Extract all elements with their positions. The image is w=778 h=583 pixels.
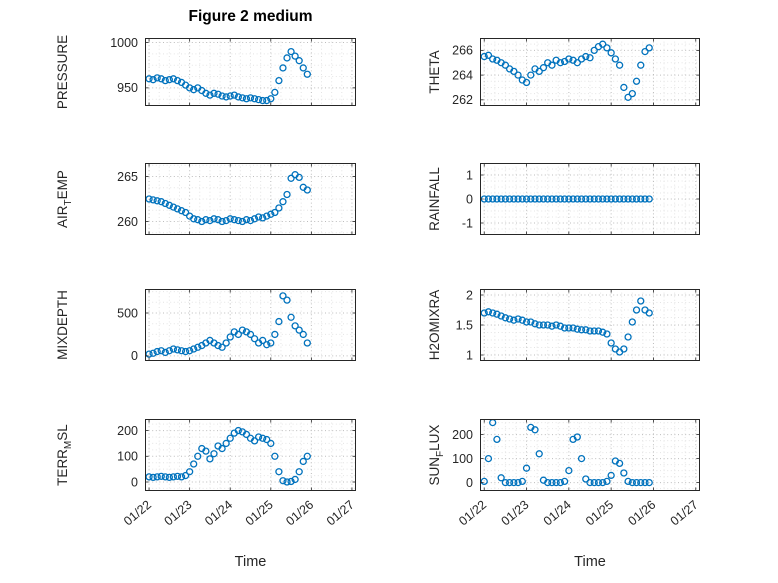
ylabel-terr-msl-post: SL [55,424,70,441]
plot-pressure: 950 1000 [110,36,356,106]
svg-text:260: 260 [117,215,138,229]
plot-air-temp: 260 265 [117,163,356,235]
ylabel-pressure-pre: PRESSURE [55,34,70,110]
ylabel-sun-flux-pre: SUN [427,456,442,486]
svg-text:01/27: 01/27 [668,498,701,529]
svg-text:266: 266 [452,44,473,58]
ylabel-air-temp-sub: T [63,199,74,206]
ylabel-sun-flux-post: LUX [427,424,442,451]
svg-text:01/23: 01/23 [499,498,532,529]
figure-title: Figure 2 medium [188,8,313,25]
svg-text:200: 200 [452,428,473,442]
svg-text:500: 500 [117,306,138,320]
svg-text:1000: 1000 [110,36,138,50]
ylabel-air-temp-post: EMP [55,170,70,200]
ylabel-sun-flux-sub: F [435,450,446,457]
ylabel-terr-msl-pre: TERR [55,449,70,486]
ylabel-terr-msl: TERRMSL [55,370,74,540]
svg-text:01/25: 01/25 [243,498,276,529]
svg-text:01/22: 01/22 [121,498,154,529]
ylabel-sun-flux: SUNFLUX [427,370,446,540]
svg-text:01/26: 01/26 [283,498,316,529]
svg-text:0: 0 [131,475,138,489]
svg-text:01/23: 01/23 [162,498,195,529]
ylabel-rainfall-pre: RAINFALL [427,167,442,231]
svg-text:0: 0 [466,476,473,490]
ylabel-h2omixra-pre: H2OMIXRA [427,289,442,361]
svg-text:2: 2 [466,288,473,302]
ylabel-mixdepth-pre: MIXDEPTH [55,290,70,360]
svg-text:100: 100 [452,452,473,466]
svg-text:01/22: 01/22 [456,498,489,529]
svg-text:265: 265 [117,170,138,184]
svg-text:01/24: 01/24 [541,498,574,529]
svg-text:01/24: 01/24 [202,498,235,529]
ylabel-theta-pre: THETA [427,50,442,94]
xlabel-time-left: Time [234,554,267,570]
svg-text:1: 1 [466,168,473,182]
plot-theta: 262 264 266 [452,38,700,107]
svg-text:950: 950 [117,81,138,95]
svg-text:01/27: 01/27 [324,498,357,529]
plot-rainfall: -1 0 1 [462,163,700,235]
plot-sun-flux: 0 100 200 01/22 01/23 01/24 01/25 01/26 01/27 [452,418,701,528]
xlabel-time-right: Time [574,554,606,570]
plot-terr-msl: 0 100 200 01/22 01/23 01/24 01/25 01/26 01/27 [117,419,357,528]
svg-text:-1: -1 [462,216,473,230]
svg-text:262: 262 [452,93,473,107]
svg-text:01/26: 01/26 [625,498,658,529]
ylabel-terr-msl-sub: M [63,440,74,450]
svg-text:100: 100 [117,450,138,464]
svg-text:264: 264 [452,68,473,82]
svg-text:200: 200 [117,424,138,438]
ylabel-air-temp-pre: AIR [55,205,70,228]
plot-mixdepth: 0 500 [117,289,356,363]
plot-h2omixra: 1 1.5 2 [456,288,700,362]
svg-text:0: 0 [466,192,473,206]
svg-text:1: 1 [466,348,473,362]
svg-text:01/25: 01/25 [583,498,616,529]
svg-text:1.5: 1.5 [456,318,473,332]
svg-text:0: 0 [131,349,138,363]
